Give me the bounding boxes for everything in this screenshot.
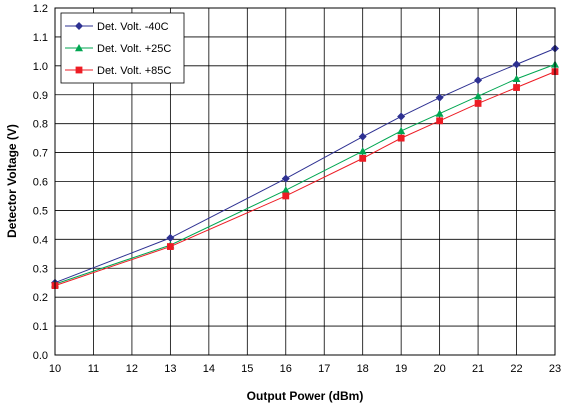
x-tick-label: 19 — [395, 363, 407, 375]
legend: Det. Volt. -40C Det. Volt. +25C Det. Volt.… — [60, 12, 185, 84]
x-tick-label: 13 — [164, 363, 176, 375]
data-point — [358, 147, 367, 155]
data-point — [435, 93, 444, 102]
x-tick-label: 17 — [318, 363, 330, 375]
data-point — [474, 76, 483, 85]
data-point — [358, 132, 367, 141]
x-tick-label: 12 — [126, 363, 138, 375]
x-tick-label: 18 — [357, 363, 369, 375]
legend-marker — [75, 22, 83, 30]
legend-marker — [75, 44, 83, 52]
data-point — [474, 92, 483, 100]
series-1 — [51, 44, 559, 287]
x-tick-label: 22 — [510, 363, 522, 375]
y-tick-label: 0.1 — [33, 321, 48, 333]
y-tick-label: 0.0 — [33, 350, 48, 362]
data-point — [512, 74, 521, 83]
x-tick-label: 11 — [88, 363, 99, 375]
data-point — [474, 100, 482, 107]
data-point — [513, 84, 520, 91]
plot-border — [54, 7, 556, 356]
legend-marker — [75, 66, 83, 74]
x-tick-label: 20 — [433, 363, 445, 375]
data-point — [512, 60, 521, 69]
data-point — [435, 109, 444, 117]
y-tick-label: 1.0 — [33, 61, 48, 73]
x-tick-label: 23 — [549, 363, 561, 375]
data-point — [397, 112, 406, 121]
data-point — [166, 233, 175, 242]
y-tick-label: 0.2 — [33, 292, 48, 304]
legend-label: Det. Volt. +25C — [97, 43, 171, 55]
x-tick-label: 14 — [203, 363, 215, 375]
x-axis-label: Output Power (dBm) — [247, 389, 364, 403]
y-axis-label: Detector Voltage (V) — [5, 124, 19, 238]
x-tick-label: 15 — [241, 363, 253, 375]
data-point — [397, 126, 406, 135]
y-tick-labels: 0.0 0.1 0.2 0.3 0.4 0.5 0.6 0.7 0.8 0.9 1.0 1.1 1.2 — [33, 3, 48, 362]
x-tick-label: 16 — [280, 363, 292, 375]
data-point — [359, 154, 367, 162]
legend-label: Det. Volt. +85C — [97, 65, 171, 77]
x-tick-label: 10 — [49, 363, 61, 375]
y-tick-label: 0.8 — [33, 119, 48, 131]
data-point — [282, 192, 290, 200]
series-layer — [51, 44, 559, 289]
y-tick-label: 1.2 — [33, 3, 48, 15]
data-point — [436, 117, 444, 125]
x-tick-labels: 10 11 12 13 14 15 16 17 18 19 20 21 22 23 — [49, 363, 561, 375]
data-point — [166, 243, 174, 250]
y-tick-label: 1.1 — [33, 32, 48, 44]
y-tick-label: 0.9 — [33, 90, 48, 102]
data-point — [281, 174, 290, 183]
data-point — [281, 186, 290, 194]
x-tick-label: 21 — [472, 363, 484, 375]
legend-label: Det. Volt. -40C — [97, 21, 169, 33]
data-point — [397, 134, 405, 142]
y-tick-label: 0.5 — [33, 205, 48, 217]
y-tick-label: 0.3 — [33, 263, 48, 275]
y-tick-label: 0.7 — [33, 148, 48, 160]
y-tick-label: 0.4 — [33, 234, 48, 246]
y-tick-label: 0.6 — [33, 177, 48, 189]
